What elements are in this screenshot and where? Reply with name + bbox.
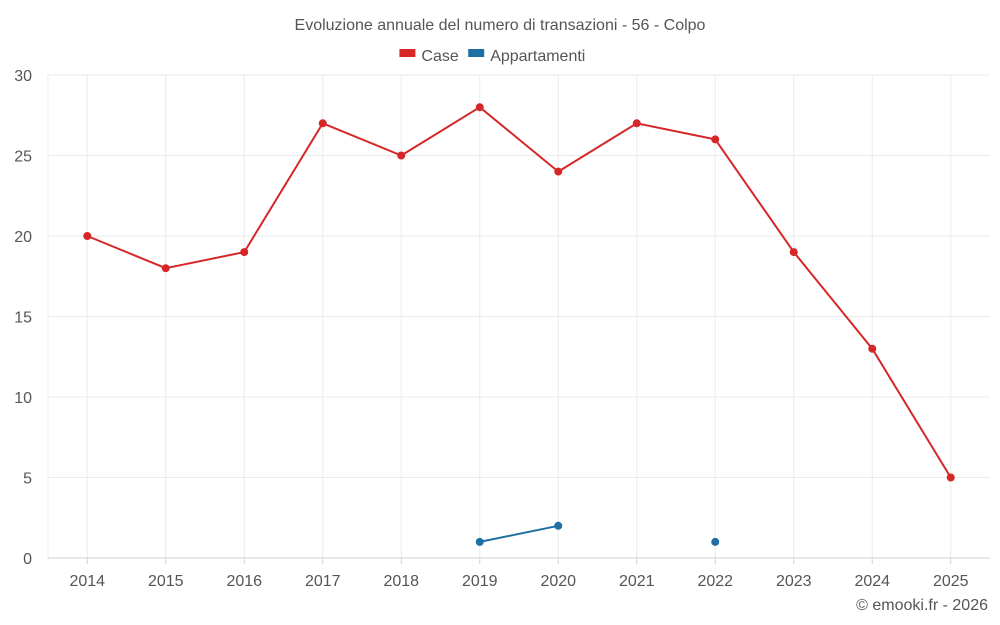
chart-title: Evoluzione annuale del numero di transaz… xyxy=(295,17,706,34)
data-point[interactable] xyxy=(475,537,484,546)
series-appartamenti xyxy=(475,521,720,546)
legend-swatch xyxy=(468,49,485,57)
x-tick-label: 2025 xyxy=(933,573,969,590)
data-point[interactable] xyxy=(83,232,92,240)
series-line-segment xyxy=(557,122,638,173)
legend-swatch xyxy=(399,49,416,57)
x-tick-label: 2019 xyxy=(462,573,498,590)
data-point[interactable] xyxy=(554,167,563,176)
series-line-segment xyxy=(714,138,795,254)
y-tick-label: 15 xyxy=(14,310,32,327)
series-line-segment xyxy=(792,251,874,350)
x-tick-label: 2022 xyxy=(697,573,733,590)
series-line-segment xyxy=(871,347,952,479)
y-tick-label: 5 xyxy=(23,471,32,488)
x-tick-label: 2023 xyxy=(776,573,812,590)
data-point[interactable] xyxy=(711,537,720,546)
x-tick-label: 2016 xyxy=(226,573,262,590)
credit-text: © emooki.fr - 2026 xyxy=(856,597,988,614)
y-tick-label: 30 xyxy=(14,68,32,85)
series-layer xyxy=(83,103,955,546)
grid xyxy=(47,74,990,559)
data-point[interactable] xyxy=(711,135,720,144)
series-line-segment xyxy=(635,122,717,141)
x-tick-label: 2018 xyxy=(383,573,419,590)
series-line-segment xyxy=(478,524,560,543)
y-tick-label: 10 xyxy=(14,390,32,407)
legend-label: Case xyxy=(421,48,458,65)
legend-item-appartamenti[interactable]: Appartamenti xyxy=(468,48,585,65)
data-point[interactable] xyxy=(475,103,484,112)
data-point[interactable] xyxy=(946,473,955,482)
data-point[interactable] xyxy=(789,248,798,257)
data-point[interactable] xyxy=(161,264,170,273)
data-point[interactable] xyxy=(318,119,327,128)
data-point[interactable] xyxy=(868,344,877,353)
series-line-segment xyxy=(164,251,246,270)
data-point[interactable] xyxy=(397,151,406,160)
legend: Case Appartamenti xyxy=(399,48,585,65)
x-tick-label: 2014 xyxy=(69,573,105,590)
series-line-segment xyxy=(86,235,167,270)
series-line-segment xyxy=(243,122,324,254)
x-tick-label: 2024 xyxy=(854,573,890,590)
x-tick-label: 2017 xyxy=(305,573,341,590)
data-point[interactable] xyxy=(240,248,249,257)
series-line-segment xyxy=(478,106,560,173)
series-line-segment xyxy=(400,106,481,157)
y-tick-label: 0 xyxy=(23,551,32,568)
data-point[interactable] xyxy=(554,521,563,530)
data-point[interactable] xyxy=(632,119,641,128)
series-case xyxy=(83,103,955,482)
legend-label: Appartamenti xyxy=(490,48,585,65)
y-axis: 0 5 10 15 20 25 30 xyxy=(14,68,32,568)
y-tick-label: 20 xyxy=(14,229,32,246)
x-tick-label: 2020 xyxy=(540,573,576,590)
series-line-segment xyxy=(321,122,403,157)
x-axis: 2014 2015 2016 2017 2018 2019 2020 2021 2022 2023… xyxy=(69,558,969,590)
x-tick-label: 2021 xyxy=(619,573,655,590)
y-tick-label: 25 xyxy=(14,149,32,166)
x-tick-label: 2015 xyxy=(148,573,184,590)
legend-item-case[interactable]: Case xyxy=(399,48,459,65)
